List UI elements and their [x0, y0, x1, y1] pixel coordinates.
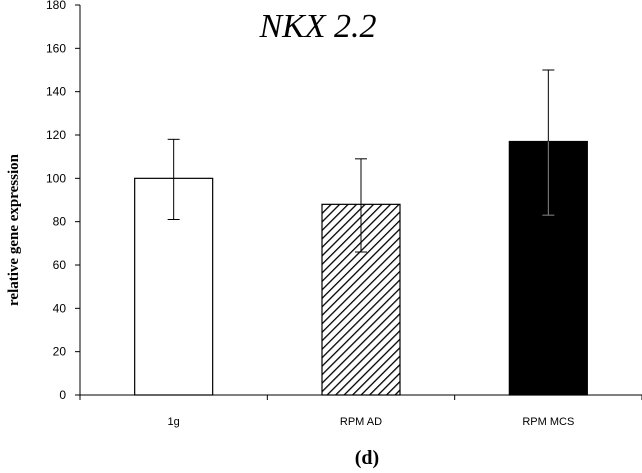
y-tick-label: 140 [46, 85, 66, 99]
y-tick-label: 60 [53, 258, 67, 272]
y-tick-label: 120 [46, 128, 66, 142]
x-axis-category-labels: 1g RPM AD RPM MCS [168, 416, 575, 428]
y-tick-label: 40 [53, 301, 67, 315]
chart-title: NKX 2.2 [258, 8, 376, 45]
x-tick-label: RPM MCS [522, 416, 574, 428]
axes [79, 5, 642, 400]
error-bar-1g [167, 138, 180, 220]
y-axis-ticks: 0 20 40 60 80 100 120 140 160 180 [46, 0, 80, 402]
y-tick-label: 20 [53, 345, 67, 359]
error-bar-rpm-ad [355, 158, 367, 253]
x-tick-label: 1g [168, 416, 180, 428]
error-bars [167, 69, 555, 253]
y-tick-label: 0 [59, 388, 66, 402]
y-tick-label: 180 [46, 0, 66, 12]
y-tick-label: 80 [53, 215, 67, 229]
x-tick-label: RPM AD [340, 416, 382, 428]
y-axis-label: relative gene expression [6, 153, 22, 306]
error-bar-rpm-mcs [542, 69, 555, 216]
y-tick-label: 100 [46, 171, 66, 185]
y-tick-label: 160 [46, 41, 66, 55]
figure-caption: (d) [355, 447, 379, 469]
